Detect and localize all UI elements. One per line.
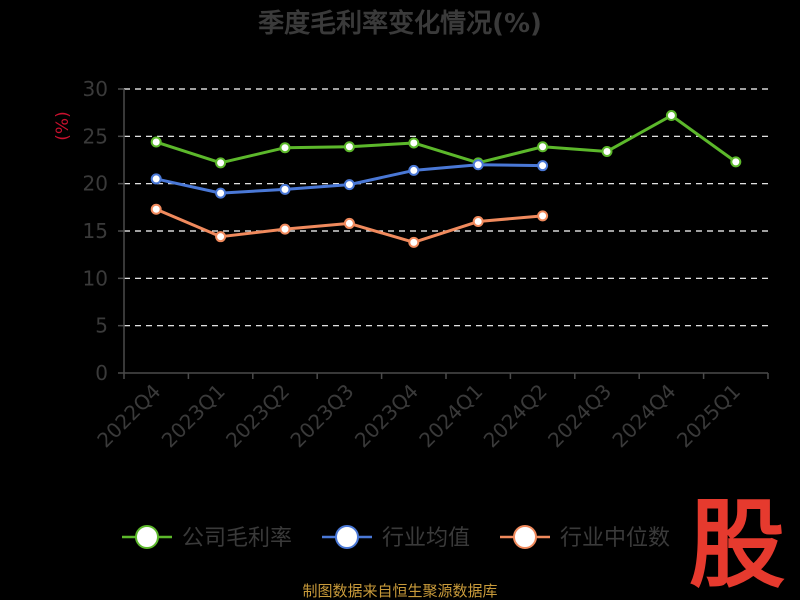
x-tick-label: 2024Q2 [479,379,552,452]
data-point [343,141,355,153]
x-tick-label: 2022Q4 [92,379,165,452]
data-point [601,145,613,157]
data-point [215,157,227,169]
data-point [343,217,355,229]
data-point [472,216,484,228]
y-axis-unit: (%) [53,111,73,140]
legend-label: 公司毛利率 [182,526,292,551]
series [150,110,742,248]
data-point [215,187,227,199]
data-point [150,136,162,148]
axes [118,88,769,379]
legend-label: 行业均值 [382,526,470,551]
data-point [150,203,162,215]
series-line [155,114,737,165]
data-point [279,183,291,195]
x-tick-label: 2023Q4 [350,379,423,452]
x-tick-label: 2023Q1 [157,379,230,452]
chart-title: 季度毛利率变化情况(%) [258,8,542,39]
watermark-logo: 股 [689,489,785,600]
data-point [150,173,162,185]
x-tick-label: 2024Q1 [414,379,487,452]
legend: 公司毛利率 行业均值 行业中位数 [122,525,670,551]
y-tick-labels: 0 5 10 15 20 25 30 [83,77,108,385]
legend-marker [135,525,159,549]
x-tick-labels: 2022Q42023Q12023Q22023Q32023Q42024Q12024… [92,379,745,452]
y-tick-label: 15 [83,219,108,243]
data-point [665,110,677,122]
data-point [279,223,291,235]
data-point [537,141,549,153]
data-point [343,179,355,191]
y-tick-label: 25 [83,124,108,148]
x-tick-label: 2024Q4 [607,379,680,452]
source-note: 制图数据来自恒生聚源数据库 [302,582,497,600]
x-tick-label: 2023Q3 [285,379,358,452]
data-point [472,159,484,171]
y-tick-label: 20 [83,172,108,196]
data-point [730,156,742,168]
data-point [408,236,420,248]
x-tick-label: 2023Q2 [221,379,294,452]
legend-marker [335,525,359,549]
legend-marker [513,525,537,549]
y-tick-label: 10 [83,266,108,290]
y-tick-label: 5 [95,314,108,338]
grid [124,88,768,327]
y-tick-label: 0 [95,361,108,385]
data-point [215,231,227,243]
y-tick-label: 30 [83,77,108,101]
data-point [537,160,549,172]
x-tick-label: 2025Q1 [672,379,745,452]
data-point [537,210,549,222]
data-point [408,137,420,149]
legend-label: 行业中位数 [560,526,670,551]
x-tick-label: 2024Q3 [543,379,616,452]
data-point [408,164,420,176]
data-point [279,142,291,154]
